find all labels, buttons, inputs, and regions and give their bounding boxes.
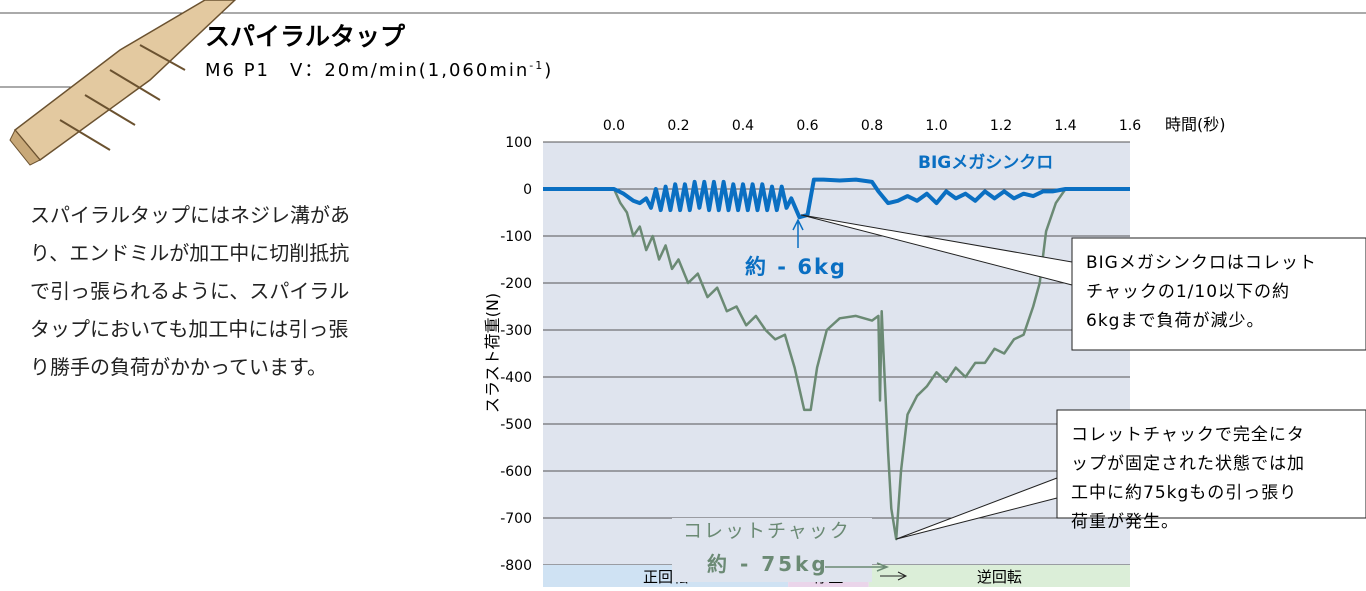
paragraph-line: スパイラルタップにはネジレ溝があ: [30, 203, 350, 227]
x-tick-label: 1.6: [1119, 118, 1141, 134]
callout-line: 工中に約75kgもの引っ張り: [1071, 483, 1297, 503]
paragraph-line: り、エンドミルが加工中に切削抵抗: [30, 241, 349, 265]
callout-line: コレットチャックで完全にタ: [1071, 425, 1305, 445]
x-tick-label: 0.8: [861, 118, 883, 134]
x-axis-label: 時間(秒): [1165, 115, 1226, 134]
annotation: 約 - 6kg: [745, 255, 847, 279]
subtitle: M6 P1 V：20m/min(1,060min-1): [205, 59, 553, 81]
subtitle-main: M6 P1 V：20m/min(1,060min: [205, 60, 529, 81]
y-tick-label: -800: [500, 558, 532, 574]
x-tick-label: 1.0: [925, 118, 947, 134]
callout-line: 6kgまで負荷が減少。: [1086, 311, 1264, 331]
y-tick-label: 100: [505, 135, 532, 151]
paragraph-line: タップにおいても加工中には引っ張: [30, 317, 348, 341]
x-tick-label: 1.2: [990, 118, 1012, 134]
y-tick-label: -500: [500, 417, 532, 433]
x-tick-label: 0.2: [667, 118, 689, 134]
tap-illustration: [10, 0, 235, 165]
callout-line: チャックの1/10以下の約: [1086, 282, 1290, 302]
y-tick-label: -300: [500, 323, 532, 339]
title: スパイラルタップ: [205, 22, 406, 51]
x-tick-label: 0.0: [603, 118, 625, 134]
x-tick-label: 0.6: [796, 118, 818, 134]
y-axis-label: スラスト荷重(N): [483, 293, 502, 413]
annotation: 約 - 75kg: [707, 552, 829, 576]
x-tick-label: 0.4: [732, 118, 754, 134]
callout-line: BIGメガシンクロはコレット: [1086, 253, 1317, 273]
page: スパイラルタップ M6 P1 V：20m/min(1,060min-1) スパイ…: [0, 0, 1366, 591]
y-tick-label: -400: [500, 370, 532, 386]
paragraph: スパイラルタップにはネジレ溝があり、エンドミルが加工中に切削抵抗で引っ張られるよ…: [30, 203, 350, 379]
subtitle-end: ): [544, 60, 553, 81]
y-tick-label: -600: [500, 464, 532, 480]
chart: スパイラルタップ M6 P1 V：20m/min(1,060min-1) スパイ…: [0, 0, 1366, 587]
legend-label: BIGメガシンクロ: [918, 153, 1053, 173]
x-tick-label: 1.4: [1054, 118, 1076, 134]
phase-label: 逆回転: [977, 568, 1022, 586]
callout-line: ップが固定された状態では加: [1071, 454, 1305, 474]
subtitle-sup: -1: [529, 59, 544, 72]
y-tick-label: -100: [500, 229, 532, 245]
y-tick-label: 0: [523, 182, 532, 198]
callout-line: 荷重が発生。: [1071, 512, 1179, 532]
legend-label: コレットチャック: [683, 520, 851, 542]
y-tick-label: -700: [500, 511, 532, 527]
paragraph-line: り勝手の負荷がかかっています。: [30, 355, 327, 379]
y-tick-label: -200: [500, 276, 532, 292]
paragraph-line: で引っ張られるように、スパイラル: [30, 279, 349, 303]
